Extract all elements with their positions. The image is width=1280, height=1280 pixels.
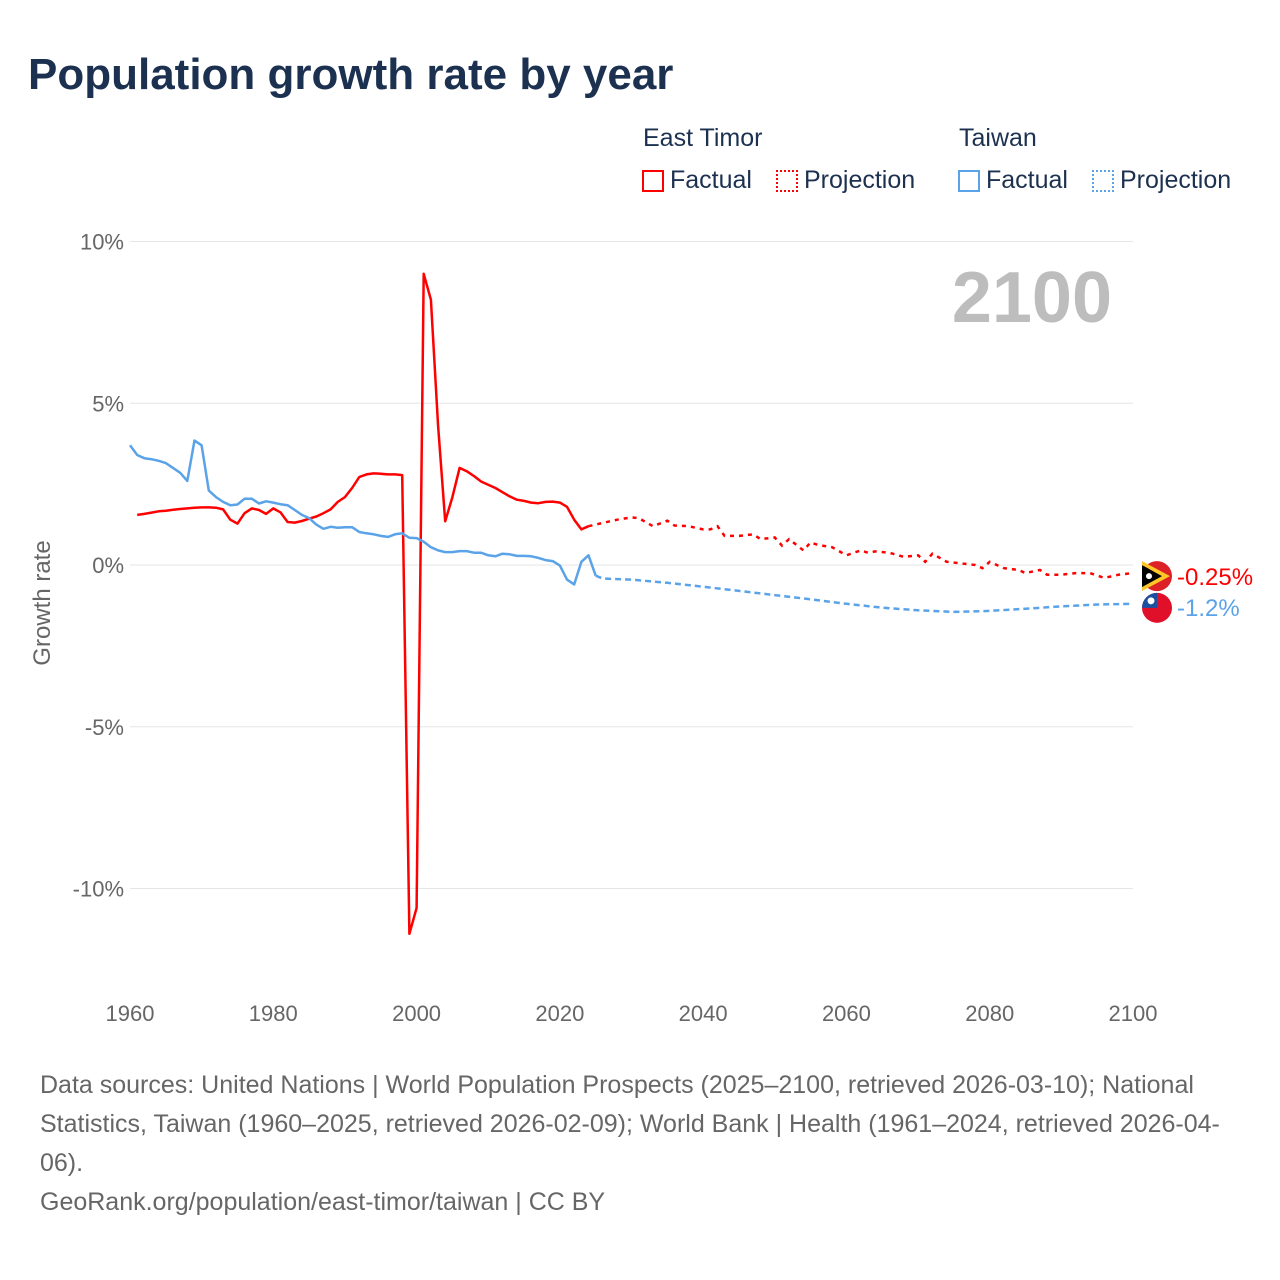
east-timor-end-label: -0.25% xyxy=(1177,564,1253,591)
legend-label: Projection xyxy=(1120,166,1232,194)
footer: Data sources: United Nations | World Pop… xyxy=(40,1066,1250,1222)
x-tick-label: 2020 xyxy=(535,1001,584,1026)
taiwan-flag-icon xyxy=(1142,592,1172,623)
x-tick-label: 2060 xyxy=(822,1001,871,1026)
x-tick-label: 2000 xyxy=(392,1001,441,1026)
x-tick-label: 2040 xyxy=(679,1001,728,1026)
legend-label: Factual xyxy=(986,166,1068,194)
data-sources: Data sources: United Nations | World Pop… xyxy=(40,1071,1220,1177)
x-tick-label: 2080 xyxy=(965,1001,1014,1026)
chart-title: Population growth rate by year xyxy=(28,50,674,99)
legend-country-east-timor: East Timor xyxy=(643,124,763,152)
legend-swatch xyxy=(958,169,980,192)
taiwan-projection-line xyxy=(595,574,1134,614)
legend-swatch xyxy=(776,169,798,192)
y-tick-label: -10% xyxy=(73,877,124,902)
x-tick-label: 1980 xyxy=(249,1001,298,1026)
legend-east-timor-factual[interactable]: Factual xyxy=(642,166,752,195)
credit-link[interactable]: GeoRank.org/population/east-timor/taiwan… xyxy=(40,1188,606,1216)
line-chart: 2100 Growth rate 10% 5% 0% -5% -10% 1960 1980 2… xyxy=(29,230,1253,1027)
legend-swatch xyxy=(1092,169,1114,192)
y-tick-label: 10% xyxy=(80,230,124,255)
x-tick-label: 2100 xyxy=(1109,1001,1158,1026)
legend-taiwan-factual[interactable]: Factual xyxy=(958,166,1068,195)
legend-country-taiwan: Taiwan xyxy=(959,124,1037,152)
y-tick-label: 0% xyxy=(92,553,124,578)
y-tick-label: -5% xyxy=(85,715,124,740)
legend-label: Factual xyxy=(670,166,752,194)
y-tick-label: 5% xyxy=(92,391,124,416)
taiwan-factual-line xyxy=(128,439,597,586)
legend-east-timor-projection[interactable]: Projection xyxy=(776,166,915,195)
taiwan-end-label: -1.2% xyxy=(1177,595,1240,622)
y-axis-label: Growth rate xyxy=(29,540,56,665)
legend-taiwan-projection[interactable]: Projection xyxy=(1092,166,1231,195)
flag-sun xyxy=(1147,597,1155,605)
flag-star xyxy=(1146,573,1152,580)
east-timor-factual-line xyxy=(137,272,590,936)
x-tick-label: 1960 xyxy=(106,1001,155,1026)
legend-swatch xyxy=(642,169,664,192)
east-timor-flag-icon xyxy=(1142,561,1172,592)
legend-label: Projection xyxy=(804,166,916,194)
east-timor-projection-line xyxy=(588,516,1134,580)
year-indicator: 2100 xyxy=(952,258,1112,338)
